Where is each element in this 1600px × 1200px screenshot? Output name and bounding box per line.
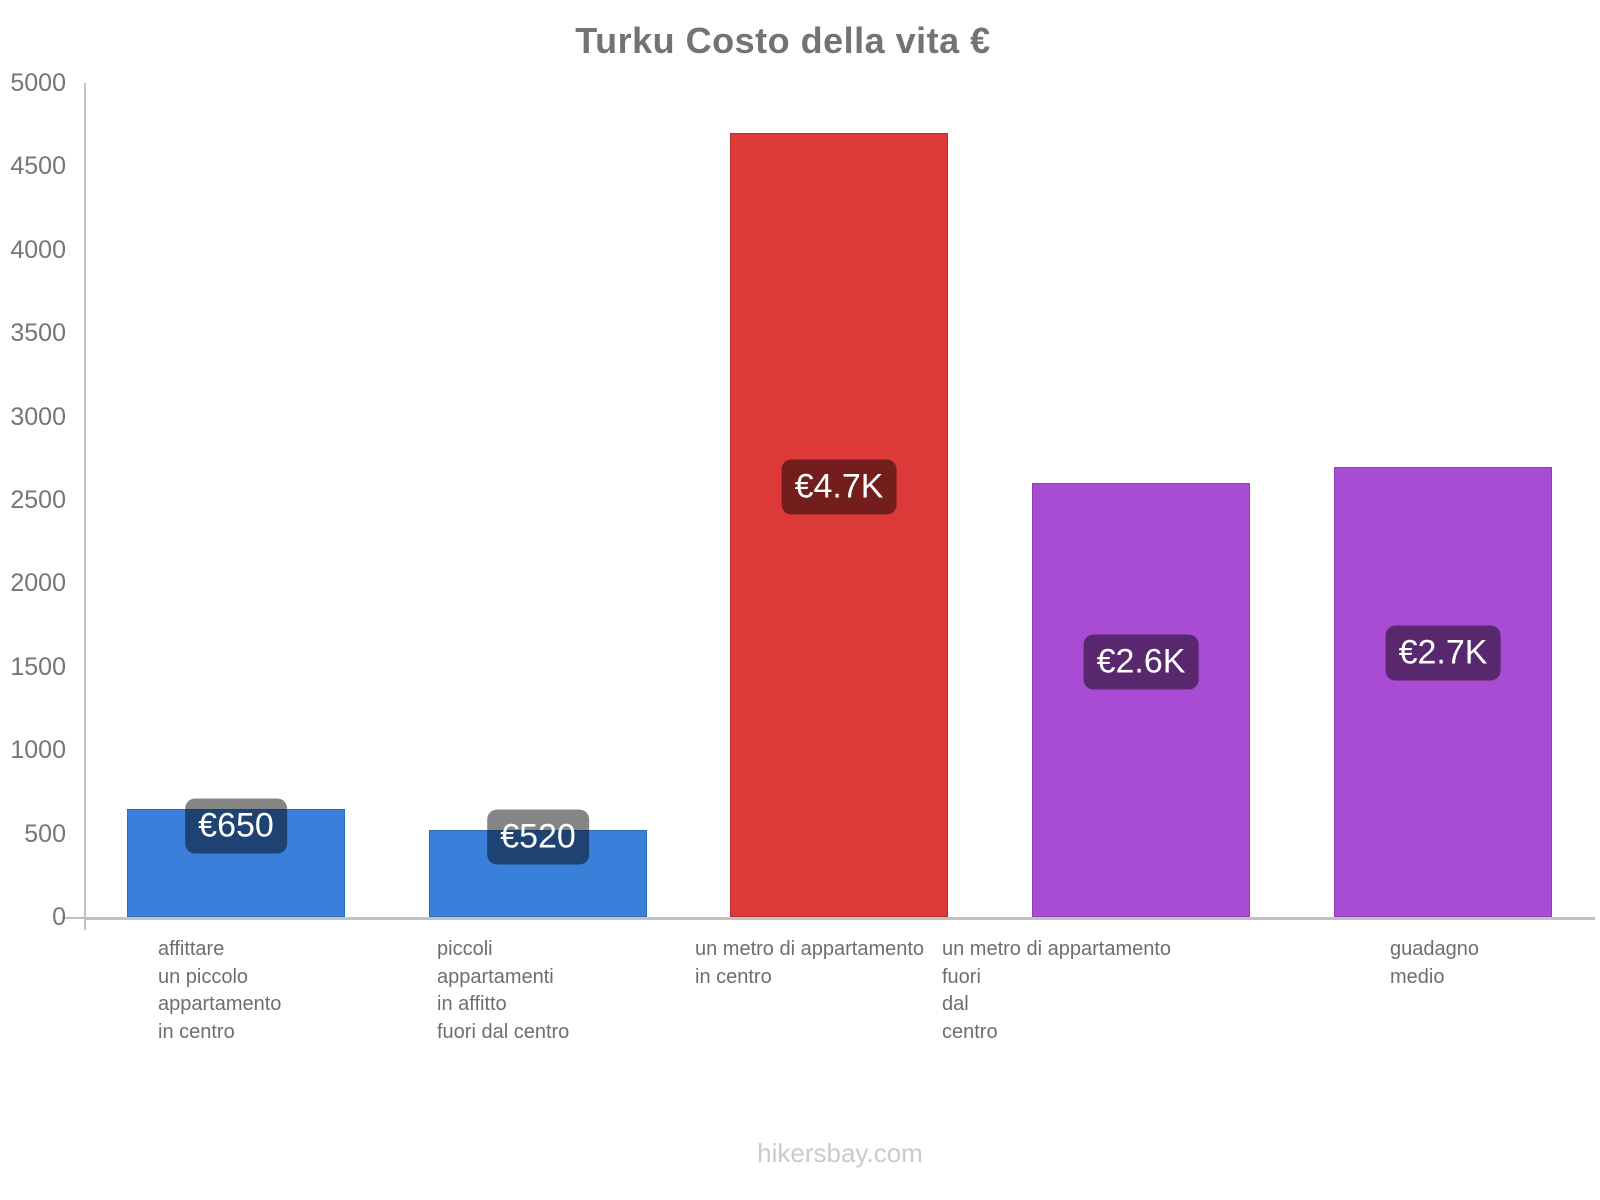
y-axis-tick-label: 1000 xyxy=(10,736,66,765)
x-axis-category-label: affittare un piccolo appartamento in centro xyxy=(158,938,282,1043)
x-axis-category-label: piccoli appartamenti in affitto fuori dal c… xyxy=(437,938,570,1043)
bar-3 xyxy=(730,133,948,917)
bar-value-badge: €4.7K xyxy=(781,459,897,515)
y-axis-tick-label: 4000 xyxy=(10,235,66,264)
bar-value-badge: €520 xyxy=(487,809,589,865)
y-axis-tick-label: 1500 xyxy=(10,652,66,681)
y-axis-tick-label: 3000 xyxy=(10,402,66,431)
y-axis-tick-label: 3500 xyxy=(10,319,66,348)
chart-title: Turku Costo della vita € xyxy=(575,20,991,61)
bar-value-badge: €650 xyxy=(185,798,287,854)
y-axis-tick-label: 4500 xyxy=(10,152,66,181)
y-axis-tick-label: 0 xyxy=(52,903,66,931)
bar-value-badge: €2.7K xyxy=(1385,625,1501,681)
x-axis-category-label: guadagno medio xyxy=(1390,938,1479,988)
bar-value-badge: €2.6K xyxy=(1083,634,1199,690)
y-axis-tick-label: 2000 xyxy=(10,569,66,598)
bar-5 xyxy=(1334,467,1552,917)
x-axis-category-label: un metro di appartamento fuori dal centro xyxy=(942,938,1172,1043)
bar-4 xyxy=(1032,483,1250,917)
x-axis-line xyxy=(85,917,1595,920)
zero-tick-mark xyxy=(62,917,85,919)
y-axis-tick-label: 5000 xyxy=(10,69,66,97)
x-axis-category-label: un metro di appartamento in centro xyxy=(695,938,925,988)
watermark: hikersbay.com xyxy=(757,1138,923,1168)
bar-2 xyxy=(429,830,647,917)
y-axis-line xyxy=(84,83,86,930)
y-axis-tick-label: 500 xyxy=(24,819,66,848)
y-axis-tick-label: 2500 xyxy=(10,486,66,514)
bar-1 xyxy=(127,809,345,917)
x-axis-origin-tick xyxy=(84,918,86,930)
